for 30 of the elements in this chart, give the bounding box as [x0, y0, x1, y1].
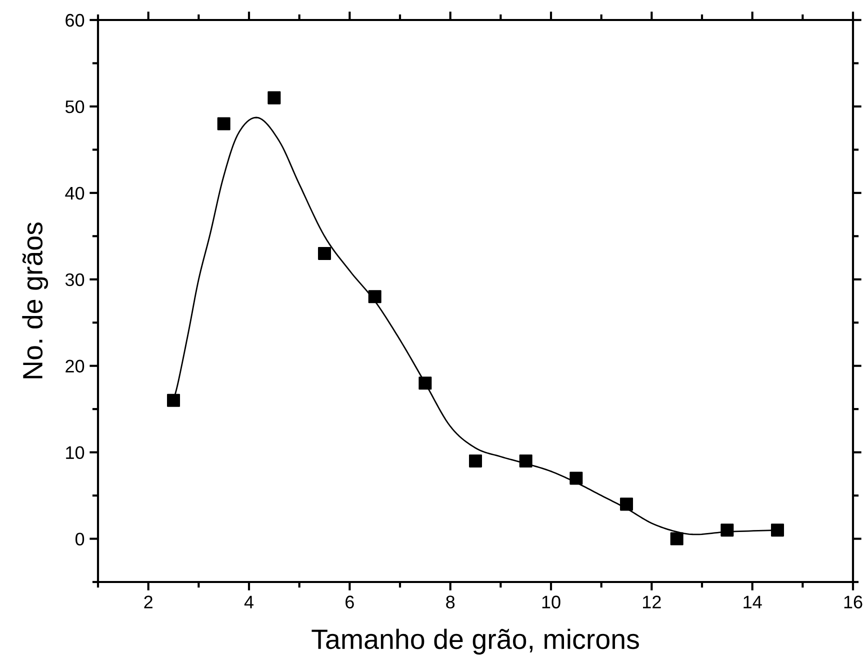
y-tick-label: 40: [65, 186, 84, 200]
x-tick-label: 14: [744, 596, 762, 608]
y-tick-label: 50: [65, 100, 84, 114]
y-tick-label: 60: [66, 14, 84, 27]
point: [570, 472, 583, 485]
y-tick-label: 20: [66, 360, 84, 373]
point: [368, 290, 382, 304]
point: [166, 394, 180, 407]
x-tick-label: 8: [446, 596, 455, 608]
point: [217, 117, 230, 130]
y-tick-label: 10: [66, 446, 84, 460]
point: [418, 376, 432, 390]
point: [620, 498, 634, 511]
y-tick-label: 30: [65, 273, 84, 286]
point: [318, 246, 332, 260]
point: [268, 91, 281, 104]
point: [720, 524, 734, 537]
x-tick-label: 12: [643, 596, 661, 608]
y-axis-title: No. de grãos: [22, 222, 48, 378]
x-tick-label: 16: [844, 596, 862, 608]
x-tick-label: 4: [244, 596, 254, 608]
point: [519, 454, 532, 468]
x-tick-label: 6: [346, 596, 354, 608]
x-tick-label: 10: [542, 596, 560, 608]
x-tick-label: 2: [144, 596, 152, 608]
x-axis-title: Tamanho de grão, microns: [312, 628, 639, 655]
point: [670, 532, 684, 546]
point: [770, 524, 784, 537]
point: [468, 454, 482, 468]
y-tick-label: 0: [75, 532, 84, 546]
